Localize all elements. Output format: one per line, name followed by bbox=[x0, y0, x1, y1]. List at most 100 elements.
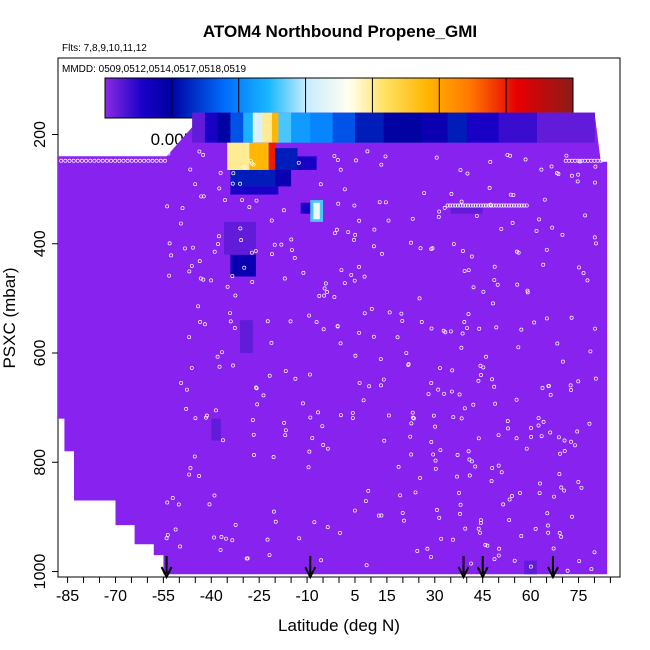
band-cell bbox=[262, 112, 273, 143]
sample-point bbox=[265, 537, 270, 542]
sample-point bbox=[363, 499, 368, 504]
sample-point bbox=[481, 289, 486, 294]
sample-point bbox=[357, 330, 362, 335]
x-tick-label: -25 bbox=[248, 588, 271, 605]
sample-point bbox=[467, 473, 472, 478]
x-tick-label: 5 bbox=[351, 588, 360, 605]
sample-point bbox=[541, 419, 546, 424]
sample-point bbox=[478, 203, 483, 208]
sample-point bbox=[568, 383, 573, 388]
sample-point bbox=[557, 531, 562, 535]
sample-point bbox=[594, 241, 598, 246]
sample-point bbox=[386, 413, 391, 418]
sample-point bbox=[198, 276, 203, 281]
band-cell bbox=[291, 112, 311, 143]
sample-point bbox=[493, 401, 497, 406]
sample-point bbox=[449, 191, 454, 196]
sample-point bbox=[306, 465, 311, 470]
sample-point bbox=[425, 546, 430, 551]
sample-point bbox=[138, 158, 143, 163]
sample-point bbox=[545, 523, 550, 528]
band-cell bbox=[252, 112, 263, 143]
sample-point bbox=[228, 311, 233, 315]
sample-point bbox=[569, 439, 573, 444]
x-tick-label: 15 bbox=[378, 588, 396, 605]
sample-point bbox=[471, 285, 476, 290]
sample-point bbox=[570, 514, 575, 519]
sample-point bbox=[220, 438, 225, 443]
sample-point bbox=[514, 203, 519, 208]
sample-point bbox=[197, 149, 202, 154]
sample-point bbox=[357, 380, 362, 385]
y-tick-label: 400 bbox=[32, 230, 49, 257]
sample-point bbox=[442, 391, 447, 396]
sample-point bbox=[290, 248, 294, 252]
sample-point bbox=[485, 543, 490, 548]
sample-point bbox=[508, 192, 513, 197]
x-tick-label: 30 bbox=[426, 588, 444, 605]
sample-point bbox=[555, 341, 560, 346]
sample-point bbox=[492, 264, 497, 269]
sample-point bbox=[455, 474, 459, 479]
sample-point bbox=[338, 341, 343, 346]
sample-point bbox=[180, 206, 185, 211]
x-axis-label: Latitude (deg N) bbox=[278, 616, 400, 635]
sample-point bbox=[198, 320, 203, 324]
concentration-patch bbox=[230, 169, 276, 187]
sample-point bbox=[562, 438, 567, 443]
sample-point bbox=[413, 490, 418, 495]
sample-point bbox=[310, 436, 315, 441]
sample-point bbox=[301, 270, 306, 275]
sample-point bbox=[250, 250, 254, 255]
sample-point bbox=[411, 415, 415, 420]
y-tick-label: 800 bbox=[32, 449, 49, 476]
sample-point bbox=[418, 246, 423, 251]
band-cell bbox=[466, 112, 500, 143]
sample-point bbox=[496, 203, 501, 208]
sample-point bbox=[431, 413, 436, 418]
sample-point bbox=[252, 453, 256, 457]
sample-point bbox=[439, 536, 444, 541]
sample-point bbox=[491, 301, 495, 306]
band-cell bbox=[536, 112, 595, 143]
x-tick-label: -70 bbox=[104, 588, 127, 605]
sample-point bbox=[399, 311, 404, 316]
sample-point bbox=[146, 158, 151, 163]
sample-point bbox=[216, 234, 221, 239]
sample-point bbox=[166, 151, 171, 156]
sample-point bbox=[369, 307, 374, 311]
sample-point bbox=[352, 203, 357, 208]
sample-point bbox=[589, 567, 594, 572]
flight-arrow-head bbox=[457, 566, 470, 580]
sample-point bbox=[240, 198, 245, 202]
sample-point bbox=[410, 216, 415, 221]
sample-point bbox=[212, 249, 217, 254]
sample-point bbox=[300, 401, 305, 406]
sample-point bbox=[422, 191, 427, 195]
sample-point bbox=[325, 446, 330, 451]
sample-point bbox=[486, 203, 491, 208]
sample-point bbox=[588, 349, 593, 354]
sample-point bbox=[511, 192, 516, 197]
sample-point bbox=[458, 511, 462, 516]
sample-point bbox=[325, 290, 329, 294]
sample-point bbox=[529, 425, 533, 430]
y-tick-label: 1000 bbox=[32, 554, 49, 590]
sample-point bbox=[316, 410, 321, 415]
sample-point bbox=[495, 282, 500, 287]
sample-point bbox=[506, 203, 511, 208]
concentration-patch bbox=[224, 221, 256, 255]
sample-point bbox=[515, 249, 519, 254]
sample-point bbox=[516, 345, 521, 350]
sample-point bbox=[215, 354, 220, 359]
sample-point bbox=[508, 153, 512, 158]
sample-point bbox=[63, 158, 68, 163]
sample-point bbox=[398, 493, 403, 498]
sample-point bbox=[92, 158, 97, 163]
sample-point bbox=[593, 376, 598, 381]
sample-point bbox=[522, 203, 527, 208]
sample-point bbox=[190, 245, 195, 250]
sample-point bbox=[362, 311, 367, 316]
sample-point bbox=[320, 424, 325, 429]
